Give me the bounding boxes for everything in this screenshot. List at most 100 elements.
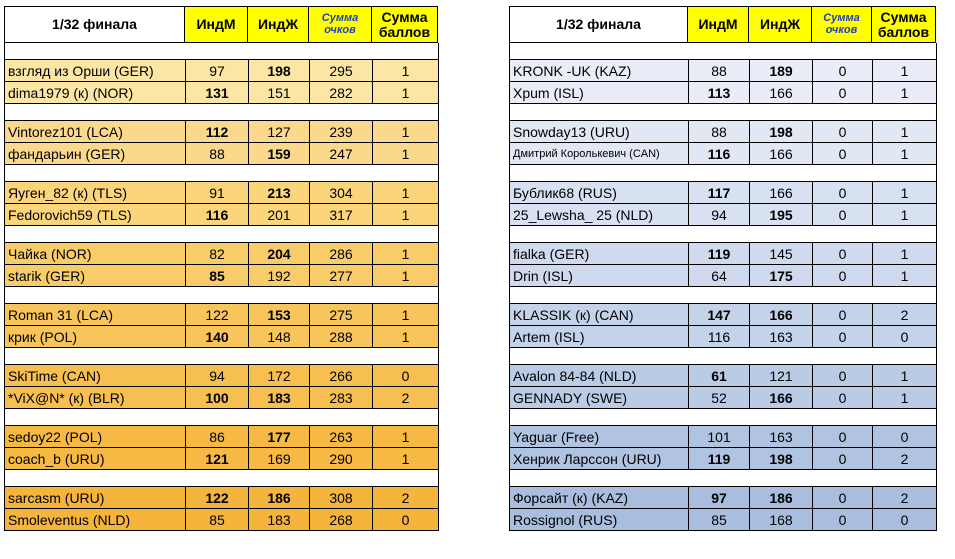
ind-m-cell: 85 [186,509,249,531]
match-spacer [4,470,439,486]
ind-m-cell: 97 [186,60,249,82]
player-name-cell: fialka (GER) [510,243,689,265]
ind-zh-cell: 148 [249,326,310,348]
table-row: Xpum (ISL) 113 166 0 1 [510,82,937,104]
sum-points-cell: 268 [310,509,373,531]
ind-m-cell: 88 [689,121,750,143]
match-spacer [509,409,937,425]
ind-m-cell: 88 [689,60,750,82]
sum-score-cell: 1 [873,265,937,287]
table-row: Rossignol (RUS) 85 168 0 0 [510,509,937,531]
ind-zh-cell: 186 [249,487,310,509]
player-name-cell: Fedorovich59 (TLS) [5,204,186,226]
ind-zh-cell: 189 [750,60,813,82]
table-row: Чайка (NOR) 82 204 286 1 [5,243,439,265]
sum-score-cell: 2 [873,448,937,470]
player-name-cell: KLASSIK (к) (CAN) [510,304,689,326]
sum-score-cell: 1 [873,121,937,143]
sum-points-cell: 0 [813,304,873,326]
player-name-cell: 25_Lewsha_ 25 (NLD) [510,204,689,226]
ind-m-cell: 116 [186,204,249,226]
table-row: Яуген_82 (к) (TLS) 91 213 304 1 [5,182,439,204]
sum-score-cell: 1 [373,82,439,104]
table-row: Yaguar (Free) 101 163 0 0 [510,426,937,448]
player-name-cell: SkiTime (CAN) [5,365,186,387]
player-name-cell: крик (POL) [5,326,186,348]
player-name-cell: Smoleventus (NLD) [5,509,186,531]
round-title: 1/32 финала [4,6,185,43]
right-table-body: KRONK -UK (KAZ) 88 189 0 1 Xpum (ISL) 113 166 0 1… [509,43,937,531]
match-pair: Яуген_82 (к) (TLS) 91 213 304 1 Fedorovich59 … [4,181,439,226]
table-row: Smoleventus (NLD) 85 183 268 0 [5,509,439,531]
player-name-cell: GENNADY (SWE) [510,387,689,409]
match-pair: KRONK -UK (KAZ) 88 189 0 1 Xpum (ISL) 113 166 0 1 [509,59,937,104]
player-name-cell: sarcasm (URU) [5,487,186,509]
ind-zh-cell: 198 [750,448,813,470]
sum-points-cell: 288 [310,326,373,348]
table-row: KRONK -UK (KAZ) 88 189 0 1 [510,60,937,82]
match-spacer [509,348,937,364]
sum-score-cell: 2 [373,387,439,409]
player-name-cell: Drin (ISL) [510,265,689,287]
ind-zh-cell: 145 [750,243,813,265]
table-row: Drin (ISL) 64 175 0 1 [510,265,937,287]
player-name-cell: Yaguar (Free) [510,426,689,448]
table-row: starik (GER) 85 192 277 1 [5,265,439,287]
match-spacer [4,43,439,59]
ind-m-cell: 88 [186,143,249,165]
match-pair: Форсайт (к) (KAZ) 97 186 0 2 Rossignol (RUS) 8… [509,486,937,531]
match-spacer [4,409,439,425]
ind-m-cell: 101 [689,426,750,448]
table-row: взгляд из Орши (GER) 97 198 295 1 [5,60,439,82]
ind-m-cell: 82 [186,243,249,265]
table-row: крик (POL) 140 148 288 1 [5,326,439,348]
sum-score-cell: 1 [373,143,439,165]
sum-score-cell: 1 [373,326,439,348]
player-name-cell: Roman 31 (LCA) [5,304,186,326]
sum-points-header: Сумма очков [812,6,872,43]
sum-points-cell: 277 [310,265,373,287]
table-row: Бублик68 (RUS) 117 166 0 1 [510,182,937,204]
ind-m-cell: 91 [186,182,249,204]
ind-m-cell: 131 [186,82,249,104]
table-row: Vintorez101 (LCA) 112 127 239 1 [5,121,439,143]
player-name-cell: *ViX@N* (к) (BLR) [5,387,186,409]
sum-score-cell: 1 [373,265,439,287]
table-row: fialka (GER) 119 145 0 1 [510,243,937,265]
match-pair: Roman 31 (LCA) 122 153 275 1 крик (POL) 140 148… [4,303,439,348]
right-bracket-table: 1/32 финала ИндМ ИндЖ Сумма очков Сумма … [509,6,937,531]
player-name-cell: Хенрик Ларссон (URU) [510,448,689,470]
right-header-row: 1/32 финала ИндМ ИндЖ Сумма очков Сумма … [509,6,937,43]
sum-points-cell: 0 [813,509,873,531]
player-name-cell: Бублик68 (RUS) [510,182,689,204]
sum-points-cell: 304 [310,182,373,204]
sum-score-cell: 1 [873,365,937,387]
ind-m-cell: 61 [689,365,750,387]
round-title: 1/32 финала [509,6,688,43]
ind-zh-cell: 168 [750,509,813,531]
sum-points-cell: 0 [813,365,873,387]
ind-zh-cell: 201 [249,204,310,226]
match-spacer [509,287,937,303]
table-row: Avalon 84-84 (NLD) 61 121 0 1 [510,365,937,387]
match-spacer [509,226,937,242]
sum-points-cell: 0 [813,326,873,348]
table-row: Fedorovich59 (TLS) 116 201 317 1 [5,204,439,226]
sum-score-cell: 1 [373,182,439,204]
sum-score-cell: 1 [873,82,937,104]
sum-points-cell: 275 [310,304,373,326]
ind-zh-cell: 121 [750,365,813,387]
ind-zh-cell: 195 [750,204,813,226]
sum-score-cell: 1 [873,182,937,204]
left-header-row: 1/32 финала ИндМ ИндЖ Сумма очков Сумма … [4,6,439,43]
sum-score-cell: 1 [873,60,937,82]
ind-m-cell: 86 [186,426,249,448]
sum-score-cell: 2 [873,487,937,509]
ind-m-cell: 112 [186,121,249,143]
ind-zh-cell: 166 [750,387,813,409]
sum-score-cell: 1 [373,121,439,143]
sum-points-cell: 317 [310,204,373,226]
ind-zh-cell: 163 [750,326,813,348]
sum-points-cell: 290 [310,448,373,470]
ind-zh-cell: 159 [249,143,310,165]
